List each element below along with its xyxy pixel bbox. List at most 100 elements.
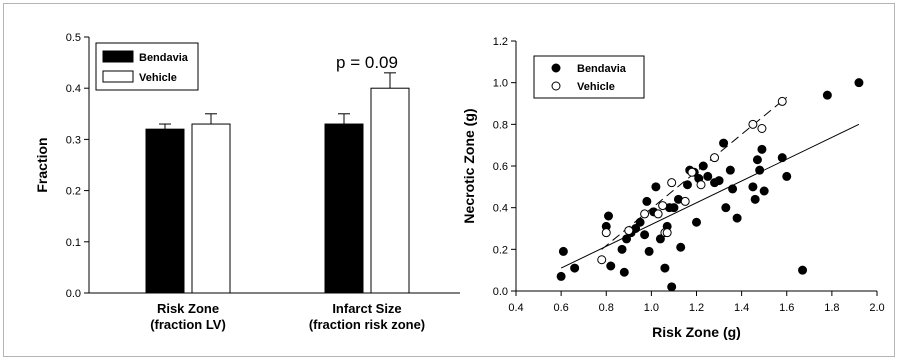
- scatter-point-bendavia: [703, 171, 713, 181]
- scatter-y-tick-label: 1.2: [493, 36, 508, 48]
- scatter-point-vehicle: [667, 178, 677, 188]
- scatter-y-tick-label: 0.6: [493, 161, 508, 173]
- bar-vehicle-0: [191, 123, 231, 294]
- scatter-point-bendavia: [798, 265, 808, 275]
- scatter-legend-marker: [551, 81, 561, 91]
- scatter-chart: 0.0 0.2 0.4 0.6 0.8 1.0 1.2 0.4 0.6 0.8 1.0 1.2 1.4 1…: [461, 36, 885, 340]
- scatter-point-bendavia: [660, 263, 670, 273]
- bar-vehicle-1: [370, 87, 410, 294]
- scatter-point-bendavia: [757, 144, 767, 154]
- scatter-point-bendavia: [748, 182, 758, 192]
- scatter-point-bendavia: [669, 203, 679, 213]
- scatter-x-tick-label: 1.8: [824, 302, 839, 314]
- bar-legend: Bendavia Vehicle: [95, 42, 199, 91]
- scatter-point-bendavia: [655, 234, 665, 244]
- scatter-point-bendavia: [822, 90, 832, 100]
- scatter-point-vehicle: [687, 167, 697, 177]
- scatter-point-bendavia: [667, 282, 677, 292]
- scatter-point-bendavia: [570, 263, 580, 273]
- bar-legend-swatch: [102, 50, 134, 63]
- scatter-point-vehicle: [601, 228, 611, 238]
- scatter-x-tick-label: 1.2: [689, 302, 704, 314]
- bar-category-label: (fraction risk zone): [309, 317, 425, 332]
- scatter-point-bendavia: [692, 217, 701, 227]
- scatter-point-vehicle: [662, 228, 672, 238]
- scatter-point-bendavia: [617, 244, 627, 254]
- bar-legend-swatch: [102, 70, 134, 83]
- scatter-point-vehicle: [696, 180, 706, 190]
- scatter-legend-label: Bendavia: [577, 63, 627, 75]
- bar-y-axis-title: Fraction: [34, 137, 50, 192]
- scatter-point-bendavia: [604, 211, 614, 221]
- scatter-point-bendavia: [558, 246, 568, 256]
- scatter-point-bendavia: [640, 230, 650, 240]
- scatter-point-bendavia: [642, 196, 652, 206]
- scatter-x-tick-label: 0.8: [599, 302, 614, 314]
- bar-y-tick-label: 0.3: [66, 134, 81, 146]
- bar-annotation: p = 0.09: [336, 53, 398, 72]
- scatter-legend-box: [533, 55, 645, 99]
- scatter-point-vehicle: [658, 201, 668, 211]
- scatter-point-bendavia: [732, 213, 742, 223]
- scatter-point-bendavia: [635, 217, 645, 227]
- scatter-y-tick-label: 0.8: [493, 119, 508, 131]
- bar-y-tick-label: 0.0: [66, 288, 81, 300]
- scatter-point-vehicle: [680, 196, 690, 206]
- scatter-y-tick-label: 0.2: [493, 244, 508, 256]
- scatter-y-axis-title: Necrotic Zone (g): [461, 108, 477, 223]
- scatter-point-bendavia: [644, 246, 654, 256]
- scatter-point-bendavia: [619, 267, 629, 277]
- scatter-y-tick-label: 1.0: [493, 78, 508, 90]
- bar-category-label: (fraction LV): [150, 317, 226, 332]
- scatter-point-bendavia: [556, 271, 566, 281]
- scatter-point-bendavia: [755, 165, 765, 175]
- scatter-point-bendavia: [719, 138, 729, 148]
- bar-y-tick-label: 0.5: [66, 32, 81, 44]
- bar-legend-label: Bendavia: [139, 52, 189, 64]
- scatter-x-axis-title: Risk Zone (g): [652, 324, 741, 340]
- scatter-point-bendavia: [682, 180, 692, 190]
- scatter-x-tick-label: 2.0: [869, 302, 884, 314]
- bar-bendavia-1: [324, 123, 364, 294]
- scatter-x-tick-label: 0.6: [553, 302, 568, 314]
- scatter-point-vehicle: [710, 153, 720, 163]
- scatter-point-bendavia: [782, 171, 792, 181]
- scatter-point-bendavia: [725, 165, 735, 175]
- scatter-point-bendavia: [759, 186, 769, 196]
- scatter-y-tick-label: 0.4: [493, 203, 508, 215]
- scatter-x-tick-label: 1.4: [734, 302, 749, 314]
- scatter-point-vehicle: [640, 209, 650, 219]
- scatter-point-bendavia: [752, 155, 762, 165]
- scatter-point-bendavia: [728, 184, 738, 194]
- scatter-point-bendavia: [676, 242, 686, 252]
- scatter-point-bendavia: [714, 176, 724, 186]
- bar-legend-label: Vehicle: [139, 72, 177, 84]
- scatter-legend-marker: [551, 63, 561, 73]
- bar-y-tick-label: 0.1: [66, 237, 81, 249]
- scatter-x-tick-label: 1.0: [644, 302, 659, 314]
- scatter-legend: Bendavia Vehicle: [533, 55, 645, 99]
- bar-y-tick-label: 0.4: [66, 83, 81, 95]
- scatter-point-vehicle: [777, 96, 787, 106]
- scatter-y-tick-label: 0.0: [493, 286, 508, 298]
- scatter-point-bendavia: [777, 153, 787, 163]
- scatter-point-bendavia: [721, 203, 731, 213]
- bar-category-label: Risk Zone: [157, 301, 219, 316]
- scatter-point-bendavia: [622, 234, 632, 244]
- bar-category-label: Infarct Size: [332, 301, 401, 316]
- scatter-point-vehicle: [748, 119, 758, 129]
- bar-y-tick-label: 0.2: [66, 186, 81, 198]
- scatter-point-vehicle: [624, 226, 634, 236]
- bar-bendavia-0: [145, 128, 185, 294]
- scatter-fit-bendavia: [560, 123, 860, 269]
- scatter-point-bendavia: [750, 194, 760, 204]
- scatter-point-bendavia: [651, 182, 661, 192]
- scatter-x-tick-label: 0.4: [508, 302, 523, 314]
- scatter-x-tick-label: 1.6: [779, 302, 794, 314]
- scatter-point-vehicle: [597, 255, 607, 265]
- scatter-point-bendavia: [854, 78, 864, 88]
- scatter-point-bendavia: [606, 261, 616, 271]
- scatter-point-vehicle: [653, 209, 663, 219]
- scatter-point-vehicle: [757, 124, 767, 133]
